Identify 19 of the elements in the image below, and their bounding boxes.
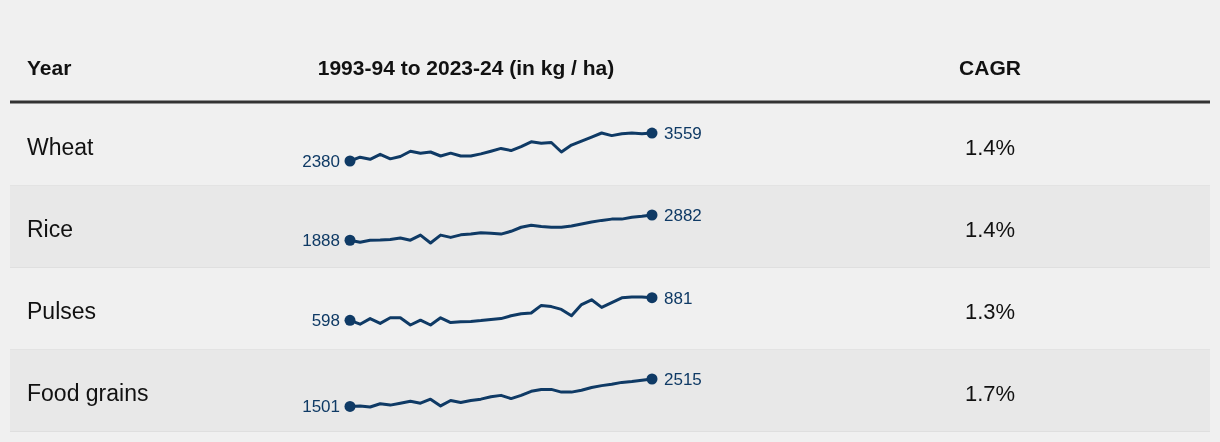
text: 1.3% (964, 299, 1016, 324)
text: 1993-94 to 2023-24 (in kg / ha) (317, 56, 615, 79)
data-label: 2380 (302, 152, 340, 171)
data-label: 3559 (664, 124, 702, 144)
y-axis-title: Pulses (27, 298, 97, 324)
text: 1.4% (964, 217, 1016, 242)
y-axis-title: Food grains (27, 380, 149, 406)
y-axis-title: Wheat (27, 134, 95, 160)
data-label: 1501 (302, 397, 340, 417)
data-label: 1888 (302, 231, 340, 251)
text: Year (27, 56, 72, 79)
data-label: 881 (664, 288, 693, 308)
y-axis-title: Rice (27, 216, 74, 242)
text: 1.4% (964, 135, 1016, 160)
data-label: 2882 (664, 206, 702, 225)
data-label: 598 (311, 311, 340, 331)
data-label: 2515 (664, 370, 702, 389)
text: CAGR (959, 56, 1021, 79)
text: 1.7% (964, 381, 1016, 406)
